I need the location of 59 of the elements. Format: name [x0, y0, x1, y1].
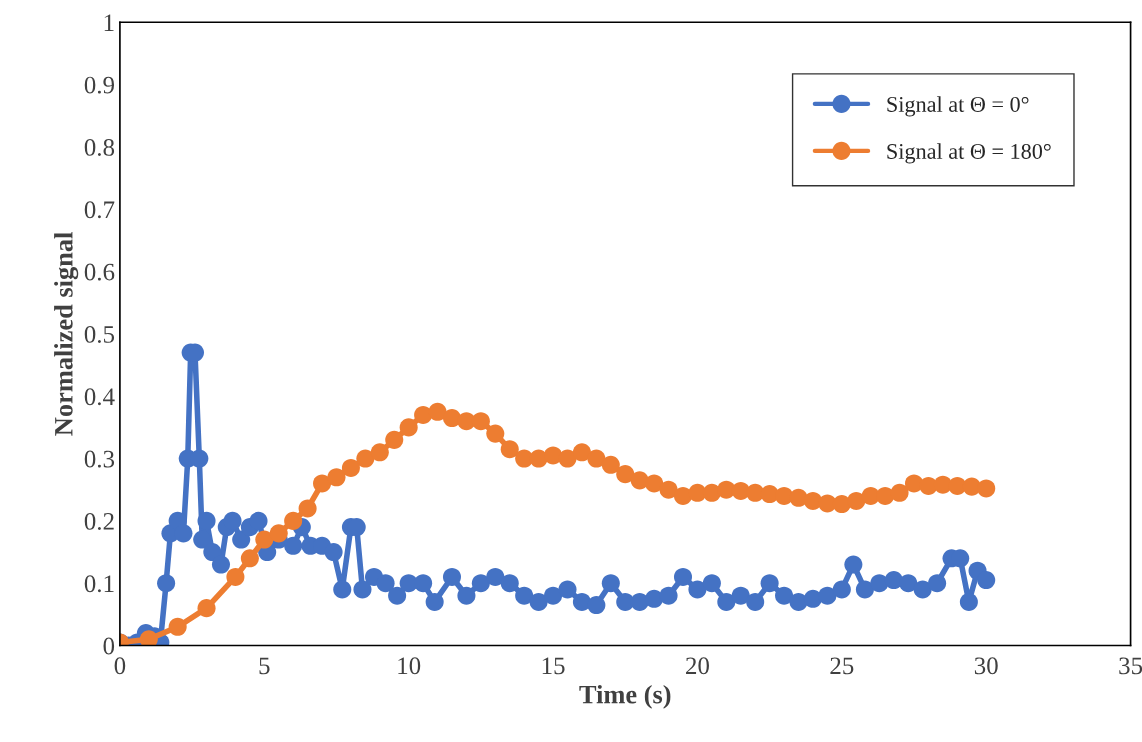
point [500, 440, 519, 459]
point [428, 402, 447, 421]
y-tick-label: 0.1 [84, 575, 114, 593]
legend-label: Signal at Θ = 180° [887, 143, 1051, 164]
point [313, 474, 332, 493]
y-tick-label: 0.9 [84, 76, 115, 94]
y-tick-label: 1 [104, 14, 114, 31]
point [645, 474, 664, 493]
point [269, 524, 288, 543]
point [601, 455, 620, 474]
x-tick-label: 10 [398, 657, 421, 675]
point [139, 630, 158, 646]
point [399, 418, 418, 437]
point [702, 483, 721, 502]
point [197, 599, 216, 618]
point [370, 443, 389, 462]
point [298, 499, 317, 518]
x-tick-label: 25 [830, 657, 854, 675]
y-tick-label: 0.2 [84, 512, 114, 530]
point [226, 567, 245, 587]
y-tick-label: 0.7 [84, 201, 115, 219]
x-tick-label: 30 [974, 657, 998, 675]
point [168, 617, 187, 636]
point [876, 486, 895, 505]
point [356, 449, 375, 468]
point [385, 430, 404, 449]
point [803, 491, 822, 510]
y-tick-label: 0.8 [84, 138, 115, 156]
point [486, 424, 505, 443]
point [558, 449, 577, 468]
point [284, 511, 303, 530]
point [255, 530, 274, 549]
point [616, 465, 635, 484]
point [341, 458, 360, 477]
point [977, 479, 996, 498]
point [471, 412, 490, 431]
point [240, 549, 259, 568]
y-tick-label: 0.3 [84, 450, 115, 468]
point [890, 483, 909, 502]
point [587, 449, 606, 468]
y-tick-label: 0 [103, 637, 115, 655]
x-tick-label: 15 [542, 657, 565, 675]
y-tick-label: 0.6 [84, 263, 115, 281]
point [327, 468, 346, 487]
point [659, 480, 678, 499]
y-axis-title: Normalized signal [54, 232, 79, 436]
x-tick-label: 20 [686, 657, 709, 675]
x-tick-label: 5 [259, 657, 270, 675]
y-tick-label: 0.5 [84, 325, 115, 343]
point [673, 486, 693, 505]
point [442, 409, 462, 428]
y-tick-label: 0.4 [84, 388, 115, 406]
x-axis-title: Time (s) [579, 684, 671, 709]
point [847, 491, 866, 510]
x-tick-label: 35 [1119, 657, 1142, 675]
legend-label: Signal at Θ = 0° [887, 96, 1029, 117]
point [572, 443, 591, 462]
x-tick-label: 0 [114, 657, 126, 675]
point [414, 405, 433, 424]
